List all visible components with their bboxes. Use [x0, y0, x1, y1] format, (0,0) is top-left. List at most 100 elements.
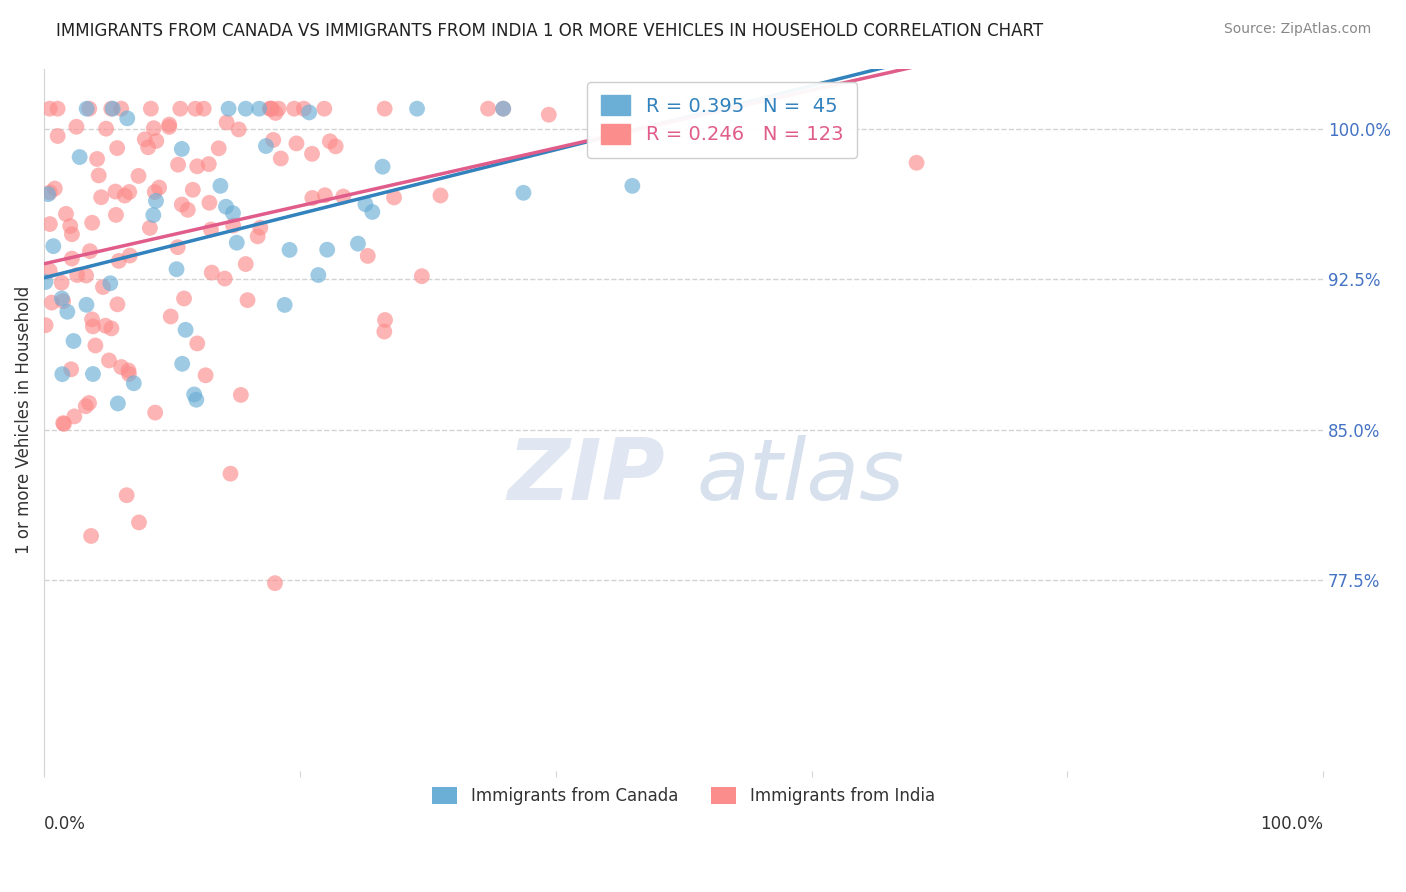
- Point: [512, 186, 534, 200]
- Point: [270, 152, 292, 166]
- Point: [42, 239, 65, 253]
- Point: [110, 359, 132, 374]
- Point: [264, 106, 287, 120]
- Point: [411, 269, 433, 284]
- Point: [107, 297, 129, 311]
- Point: [332, 189, 354, 203]
- Point: [347, 236, 370, 251]
- Point: [38, 102, 60, 116]
- Point: [621, 178, 644, 193]
- Point: [319, 134, 342, 148]
- Text: Source: ZipAtlas.com: Source: ZipAtlas.com: [1223, 22, 1371, 37]
- Point: [492, 102, 515, 116]
- Point: [283, 102, 305, 116]
- Point: [259, 102, 281, 116]
- Y-axis label: 1 or more Vehicles in Household: 1 or more Vehicles in Household: [15, 285, 32, 554]
- Point: [55, 207, 77, 221]
- Point: [198, 195, 221, 210]
- Point: [100, 102, 122, 116]
- Point: [148, 180, 170, 194]
- Point: [905, 155, 928, 169]
- Point: [186, 336, 208, 351]
- Point: [260, 102, 283, 116]
- Point: [77, 102, 100, 116]
- Point: [145, 194, 167, 208]
- Point: [174, 323, 197, 337]
- Point: [492, 102, 515, 116]
- Point: [122, 376, 145, 391]
- Point: [60, 362, 83, 376]
- Point: [193, 102, 215, 116]
- Point: [373, 325, 395, 339]
- Point: [56, 305, 79, 319]
- Point: [115, 488, 138, 502]
- Point: [142, 121, 165, 136]
- Point: [225, 235, 247, 250]
- Point: [60, 252, 83, 266]
- Point: [80, 529, 103, 543]
- Point: [145, 134, 167, 148]
- Point: [52, 294, 75, 309]
- Point: [46, 128, 69, 143]
- Point: [278, 243, 301, 257]
- Point: [51, 367, 73, 381]
- Point: [75, 268, 97, 283]
- Point: [172, 357, 194, 371]
- Point: [429, 188, 451, 202]
- Point: [84, 338, 107, 352]
- Point: [66, 268, 89, 282]
- Point: [361, 205, 384, 219]
- Point: [246, 229, 269, 244]
- Point: [52, 416, 75, 430]
- Point: [87, 169, 110, 183]
- Point: [264, 576, 287, 591]
- Point: [316, 243, 339, 257]
- Point: [75, 298, 97, 312]
- Point: [77, 396, 100, 410]
- Point: [94, 318, 117, 333]
- Text: 0.0%: 0.0%: [44, 815, 86, 833]
- Point: [38, 264, 60, 278]
- Point: [80, 312, 103, 326]
- Point: [105, 141, 128, 155]
- Point: [301, 191, 323, 205]
- Point: [183, 387, 205, 401]
- Point: [79, 244, 101, 259]
- Point: [98, 353, 121, 368]
- Point: [118, 185, 141, 199]
- Point: [90, 190, 112, 204]
- Point: [60, 227, 83, 242]
- Point: [222, 219, 245, 233]
- Point: [107, 396, 129, 410]
- Point: [292, 102, 315, 116]
- Text: 100.0%: 100.0%: [1260, 815, 1323, 833]
- Point: [170, 142, 193, 156]
- Point: [41, 295, 63, 310]
- Point: [314, 102, 336, 116]
- Point: [91, 280, 114, 294]
- Point: [177, 202, 200, 217]
- Legend: Immigrants from Canada, Immigrants from India: Immigrants from Canada, Immigrants from …: [426, 780, 942, 812]
- Point: [181, 183, 204, 197]
- Point: [218, 102, 240, 116]
- Point: [236, 293, 259, 307]
- Point: [169, 102, 191, 116]
- Point: [136, 140, 159, 154]
- Point: [37, 187, 59, 202]
- Point: [209, 178, 232, 193]
- Point: [273, 298, 295, 312]
- Point: [128, 169, 150, 183]
- Point: [143, 185, 166, 199]
- Point: [406, 102, 429, 116]
- Point: [307, 268, 329, 282]
- Point: [101, 102, 124, 116]
- Point: [262, 133, 284, 147]
- Point: [235, 102, 257, 116]
- Point: [65, 120, 87, 134]
- Point: [104, 185, 127, 199]
- Point: [128, 516, 150, 530]
- Point: [200, 222, 222, 236]
- Point: [98, 277, 121, 291]
- Point: [167, 158, 190, 172]
- Point: [208, 141, 231, 155]
